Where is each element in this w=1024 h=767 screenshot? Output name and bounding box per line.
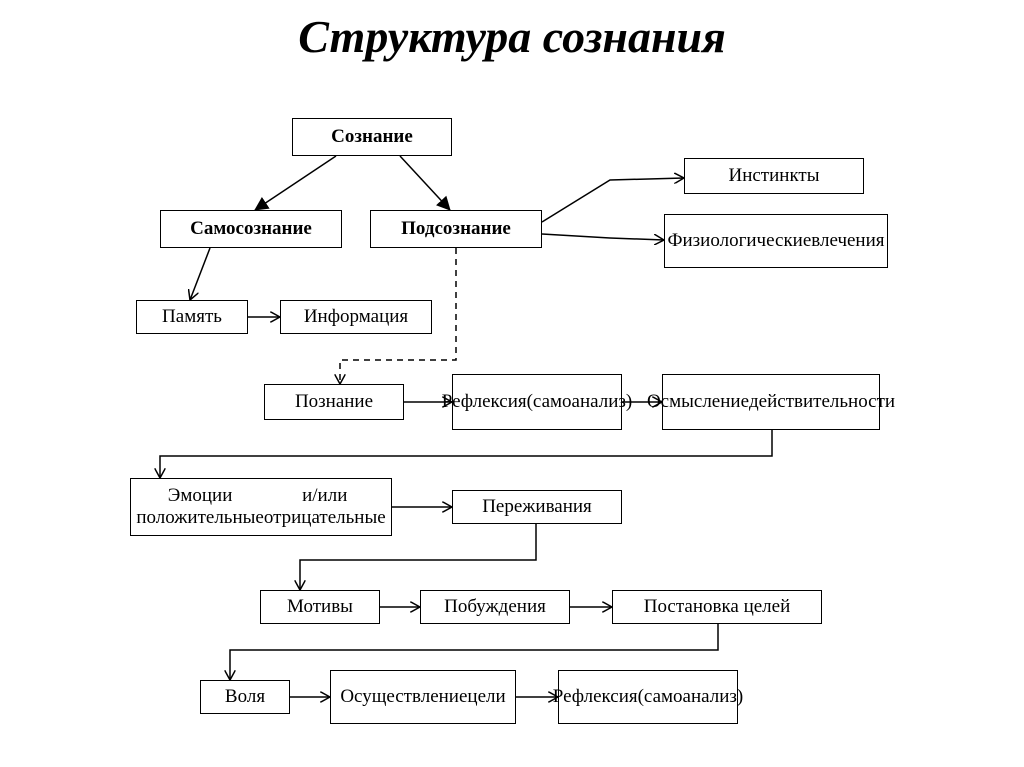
node-poznanie: Познание <box>264 384 404 420</box>
node-volya: Воля <box>200 680 290 714</box>
node-osushch: Осуществлениецели <box>330 670 516 724</box>
edge-pod-physio <box>542 234 664 240</box>
node-physio: Физиологическиевлечения <box>664 214 888 268</box>
edge-soznanie-samo <box>255 156 336 210</box>
edge-soznanie-pod <box>400 156 450 210</box>
node-instinkt: Инстинкты <box>684 158 864 194</box>
node-motivy: Мотивы <box>260 590 380 624</box>
diagram-canvas: Сознание Самосознание Подсознание Инстинкты… <box>0 0 1024 767</box>
node-reflex2: Рефлексия(самоанализ) <box>558 670 738 724</box>
node-emocii: Эмоции положительныеи/или отрицательные <box>130 478 392 536</box>
node-postanovka: Постановка целей <box>612 590 822 624</box>
node-osmysl: Осмыслениедействительности <box>662 374 880 430</box>
node-pamyat: Память <box>136 300 248 334</box>
node-soznanie: Сознание <box>292 118 452 156</box>
node-reflex1: Рефлексия(самоанализ) <box>452 374 622 430</box>
node-pod: Подсознание <box>370 210 542 248</box>
node-pobuzh: Побуждения <box>420 590 570 624</box>
edge-pod-instinkt <box>542 178 684 222</box>
edge-osmysl-emocii <box>160 430 772 478</box>
node-samo: Самосознание <box>160 210 342 248</box>
edge-samo-pamyat <box>190 248 210 300</box>
node-info: Информация <box>280 300 432 334</box>
node-perezh: Переживания <box>452 490 622 524</box>
